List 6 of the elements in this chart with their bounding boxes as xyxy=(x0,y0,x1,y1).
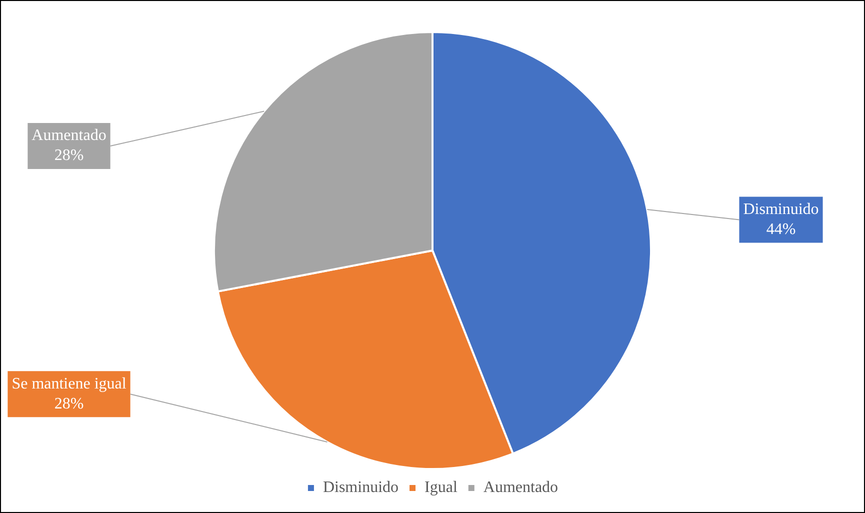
legend-label: Disminuido xyxy=(322,479,399,496)
legend-label: Igual xyxy=(424,479,458,496)
legend-label: Aumentado xyxy=(483,479,558,496)
data-label: Disminuido 44% xyxy=(743,200,819,238)
data-label: Aumentado 28% xyxy=(32,127,106,164)
data-label: Se mantiene igual 28% xyxy=(12,375,127,412)
